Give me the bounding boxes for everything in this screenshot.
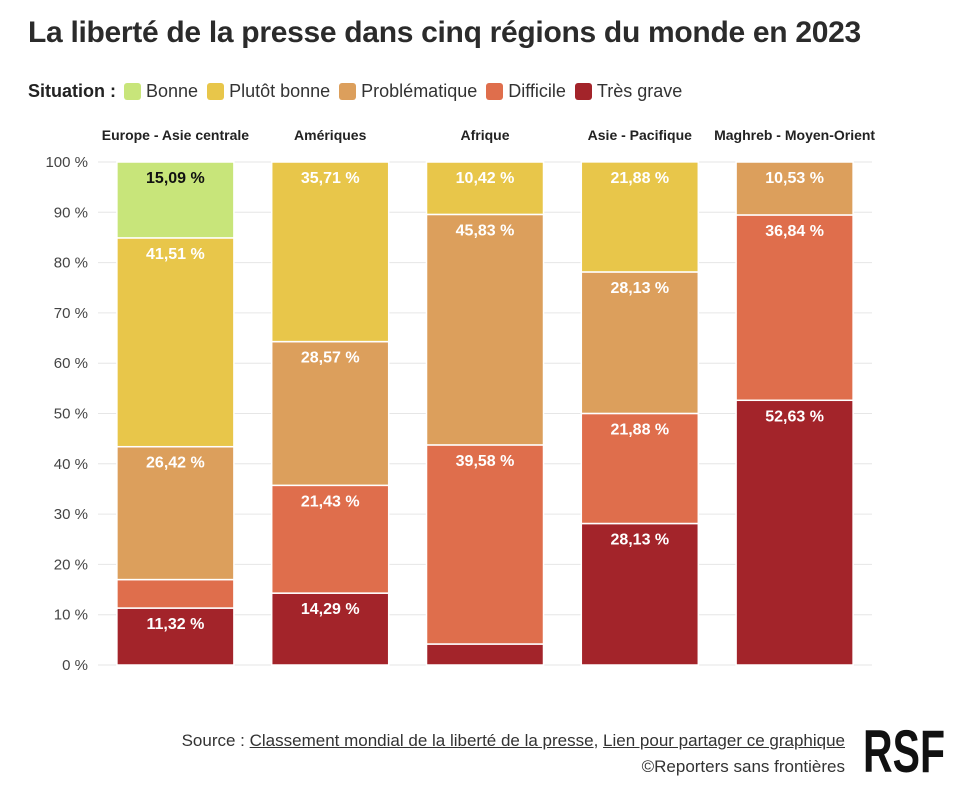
data-label: 36,84 % (765, 223, 824, 240)
legend-swatch-difficile (486, 82, 504, 100)
data-label: 41,51 % (146, 246, 205, 263)
bar-segment (580, 161, 700, 273)
data-label: 28,13 % (610, 532, 669, 549)
bar-segment (425, 643, 545, 666)
bar-segment (425, 213, 545, 446)
legend-label: Difficile (508, 80, 566, 101)
category-label: Afrique (461, 127, 510, 143)
y-tick-label: 30 % (54, 506, 88, 523)
share-link[interactable]: Lien pour partager ce graphique (603, 731, 845, 750)
legend-swatch-bonne (124, 82, 141, 100)
legend: Situation : Bonne Plutôt bonne Problémat… (28, 78, 691, 104)
bar-segment (270, 484, 390, 594)
legend-label: Problématique (361, 80, 478, 101)
source-separator: , (593, 731, 604, 750)
category-label: Maghreb - Moyen-Orient (714, 127, 875, 143)
y-tick-label: 80 % (54, 255, 88, 272)
data-label: 39,58 % (456, 453, 515, 470)
y-tick-label: 50 % (54, 406, 88, 423)
bar-segment (116, 607, 235, 666)
data-label: 45,83 % (456, 222, 515, 239)
data-label: 35,71 % (301, 170, 360, 187)
data-label: 11,32 % (146, 616, 204, 633)
legend-swatch-problematique (339, 82, 357, 100)
source-prefix: Source : (181, 731, 250, 750)
copyright: ©Reporters sans frontières (641, 757, 845, 776)
data-label: 52,63 % (765, 408, 824, 425)
data-label: 14,29 % (301, 601, 360, 618)
y-tick-label: 90 % (54, 204, 88, 221)
legend-swatch-tres-grave (574, 82, 592, 100)
category-label: Amériques (294, 127, 367, 143)
data-label: 15,09 % (146, 170, 205, 187)
data-label: 26,42 % (146, 455, 205, 472)
data-label: 21,88 % (610, 421, 669, 438)
bar-segment (116, 578, 235, 609)
rsf-logo: RSF (863, 720, 945, 778)
legend-label: Très grave (596, 80, 683, 101)
y-tick-label: 0 % (62, 657, 88, 674)
bar-segment (735, 399, 854, 666)
source-link[interactable]: Classement mondial de la liberté de la p… (249, 731, 594, 750)
data-label: 10,53 % (765, 170, 824, 187)
bar-segment (425, 444, 545, 645)
y-tick-label: 60 % (54, 355, 88, 372)
bar-segment (580, 412, 700, 525)
category-label: Asie - Pacifique (588, 127, 692, 143)
legend-label: Bonne (146, 80, 199, 101)
legend-label: Plutôt bonne (229, 80, 331, 101)
y-tick-label: 70 % (54, 305, 88, 322)
bar-segment (116, 237, 235, 448)
bar-segment (580, 271, 700, 415)
source-line: Source : Classement mondial de la libert… (182, 728, 845, 754)
legend-item-tres-grave[interactable]: Très grave (574, 80, 683, 102)
data-label: 21,43 % (301, 493, 360, 510)
bar-segment (270, 161, 390, 343)
data-label: 10,42 % (456, 170, 515, 187)
bar-segment (580, 522, 700, 666)
bar-segment (735, 161, 854, 216)
legend-swatch-plutot-bonne (207, 82, 225, 100)
data-label: 28,13 % (610, 280, 669, 297)
bar-segment (425, 161, 545, 216)
bar-segment (116, 445, 235, 581)
y-tick-label: 100 % (45, 154, 88, 171)
footer: Source : Classement mondial de la libert… (182, 728, 845, 780)
bar-segment (270, 592, 390, 666)
chart-title: La liberté de la presse dans cinq région… (28, 16, 861, 49)
legend-item-bonne[interactable]: Bonne (124, 81, 198, 102)
legend-title: Situation : (28, 80, 116, 101)
legend-item-difficile[interactable]: Difficile (486, 81, 566, 102)
bar-segment (116, 161, 235, 239)
bar-segment (735, 214, 854, 402)
rsf-logo-text: RSF (863, 720, 945, 778)
y-tick-label: 20 % (54, 556, 88, 573)
category-label: Europe - Asie centrale (102, 127, 250, 143)
legend-item-problematique[interactable]: Problématique (339, 81, 477, 102)
data-label: 28,57 % (301, 350, 360, 367)
data-label: 21,88 % (610, 170, 669, 187)
y-tick-label: 10 % (54, 607, 88, 624)
y-tick-label: 40 % (54, 456, 88, 473)
stacked-bar-chart: 0 % 10 % 20 % 30 % 40 % 50 % 60 % 70 % 80 % 90 % 1… (45, 127, 875, 674)
legend-item-plutot-bonne[interactable]: Plutôt bonne (207, 81, 330, 102)
